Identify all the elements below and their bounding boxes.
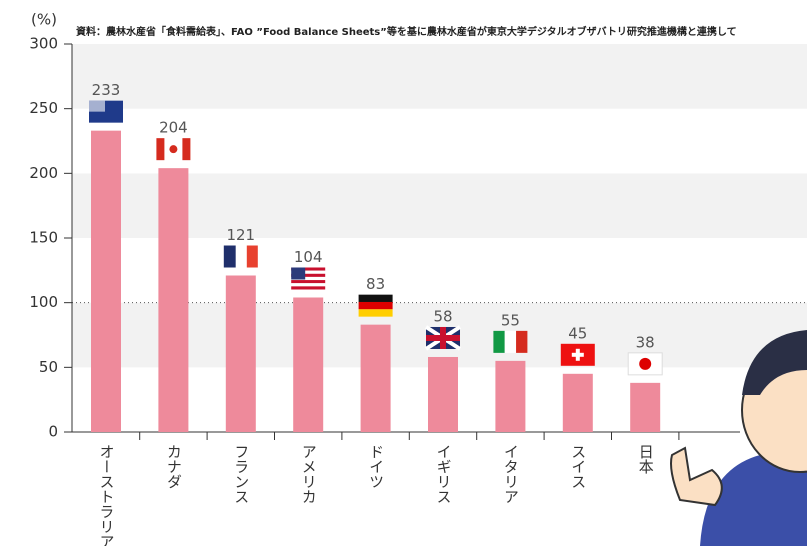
flag	[89, 101, 105, 112]
flag-icon	[426, 327, 460, 349]
flag	[359, 295, 393, 302]
y-tick-label: 150	[29, 229, 58, 247]
chart: 資料：農林水産省「食料需給表」、FAO ”Food Balance Sheets…	[0, 0, 807, 546]
flag	[291, 280, 325, 283]
x-tick-label: イギリス	[435, 444, 453, 504]
flag	[182, 138, 190, 160]
flag	[639, 358, 651, 370]
flag-icon	[561, 344, 595, 366]
value-label: 58	[433, 307, 452, 325]
flag	[291, 267, 305, 279]
y-tick-label: 200	[29, 164, 58, 182]
value-label: 104	[294, 248, 323, 266]
flag-icon	[224, 246, 258, 268]
flag	[169, 145, 177, 153]
y-tick-label: 300	[29, 35, 58, 53]
flag-icon	[628, 353, 662, 375]
value-label: 38	[636, 333, 655, 351]
x-tick-label: フランス	[232, 444, 250, 504]
flag	[291, 286, 325, 289]
x-tick-label: イタリア	[502, 444, 520, 504]
y-tick-label: 100	[29, 293, 58, 311]
bar	[563, 374, 593, 432]
bar	[293, 297, 323, 432]
x-tick-label: スイス	[569, 444, 587, 489]
bar	[630, 383, 660, 432]
value-label: 204	[159, 119, 188, 137]
flag	[572, 353, 584, 357]
bar	[91, 131, 121, 432]
flag-icon	[89, 101, 123, 123]
bar	[226, 276, 256, 432]
flag	[516, 331, 527, 353]
value-label: 233	[92, 81, 121, 99]
source-note: 資料：農林水産省「食料需給表」、FAO ”Food Balance Sheets…	[76, 25, 737, 38]
x-tick-label: アメリカ	[300, 444, 318, 504]
y-tick-label: 0	[48, 423, 58, 441]
flag-icon	[359, 295, 393, 317]
x-tick-label: カナダ	[165, 444, 183, 489]
value-label: 121	[226, 226, 255, 244]
flag	[291, 283, 325, 286]
x-tick-label: ドイツ	[367, 444, 385, 489]
flag	[156, 138, 164, 160]
bar	[158, 168, 188, 432]
x-tick-label: 日本	[637, 444, 655, 474]
value-label: 45	[568, 324, 587, 342]
bar	[428, 357, 458, 432]
flag	[505, 331, 516, 353]
y-tick-label: 250	[29, 99, 58, 117]
bar	[361, 325, 391, 432]
flag	[247, 246, 258, 268]
bar	[495, 361, 525, 432]
flag	[493, 331, 504, 353]
x-tick-label: オーストラリア	[98, 444, 116, 546]
band	[72, 44, 807, 109]
y-tick-label: 50	[39, 358, 58, 376]
flag	[426, 335, 460, 341]
value-label: 83	[366, 275, 385, 293]
flag-icon	[291, 267, 325, 289]
flag	[359, 302, 393, 309]
flag	[236, 246, 247, 268]
character-hand	[671, 448, 722, 505]
value-label: 55	[501, 311, 520, 329]
flag-icon	[156, 138, 190, 160]
flag	[359, 309, 393, 316]
flag	[224, 246, 236, 268]
y-unit: (%)	[31, 11, 57, 29]
flag-icon	[493, 331, 527, 353]
